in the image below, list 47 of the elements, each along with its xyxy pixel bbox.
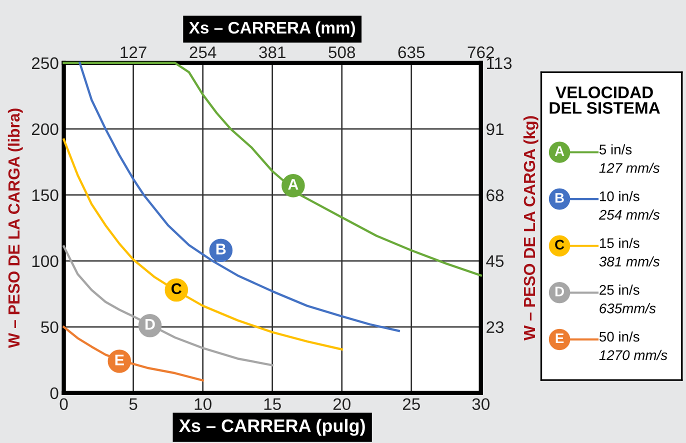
- y-tick-label: 0: [50, 387, 58, 400]
- y-tick-label: 100: [32, 255, 58, 268]
- y-axis-title: W – PESO DE LA CARGA (libra): [8, 108, 23, 348]
- y2-axis-title: W – PESO DE LA CARGA (kg): [523, 116, 538, 340]
- x-axis-title: Xs – CARRERA (pulg): [179, 418, 365, 436]
- line-series: [62, 138, 343, 350]
- y-tick-label: 50: [41, 321, 58, 334]
- legend-label: 5 in/s 127 mm/s: [599, 144, 660, 173]
- line-series: [62, 245, 274, 366]
- text: D: [555, 286, 564, 296]
- text: C: [555, 240, 564, 250]
- annotation: E: [115, 354, 124, 366]
- line-series: [78, 62, 400, 332]
- x-tick-label: 10: [194, 398, 212, 410]
- x-tick-label: 5: [129, 398, 138, 410]
- legend-label: 10 in/s 254 mm/s: [598, 191, 660, 220]
- y2-tick-label: 23: [486, 321, 504, 334]
- annotation: C: [172, 283, 182, 294]
- x2-tick-label: 254: [190, 46, 216, 58]
- legend-title: VELOCIDAD DEL SISTEMA: [550, 86, 660, 114]
- legend-label: 50 in/s 1270 mm/s: [599, 331, 668, 360]
- x-tick-label: 0: [60, 398, 68, 410]
- x2-tick-label: 381: [259, 46, 286, 58]
- legend-label: 25 in/s 635mm/s: [600, 284, 656, 314]
- x2-tick-label: 762: [468, 46, 494, 58]
- y2-tick-label: 45: [486, 255, 504, 268]
- y-tick-label: 200: [32, 123, 58, 136]
- annotation: A: [288, 179, 298, 190]
- y-tick-label: 250: [32, 57, 58, 70]
- x-tick-label: 20: [333, 398, 350, 410]
- annotation: D: [146, 319, 155, 330]
- x2-axis-title: Xs – CARRERA (mm): [188, 21, 356, 37]
- x-tick-label: 30: [472, 398, 490, 410]
- x-tick-label: 15: [264, 398, 281, 410]
- x2-tick-label: 127: [120, 46, 146, 58]
- y-tick-label: 150: [32, 189, 58, 202]
- text: E: [556, 333, 564, 344]
- legend-label: 15 in/s 381 mm/s: [599, 238, 660, 267]
- x2-tick-label: 508: [328, 46, 356, 58]
- y2-tick-label: 113: [487, 57, 512, 70]
- text: B: [555, 193, 564, 203]
- x-tick-label: 25: [402, 398, 420, 410]
- text: A: [554, 146, 564, 156]
- y2-tick-label: 91: [486, 123, 504, 136]
- annotation: B: [216, 244, 226, 254]
- x2-tick-label: 635: [398, 46, 425, 58]
- y2-tick-label: 68: [486, 189, 504, 202]
